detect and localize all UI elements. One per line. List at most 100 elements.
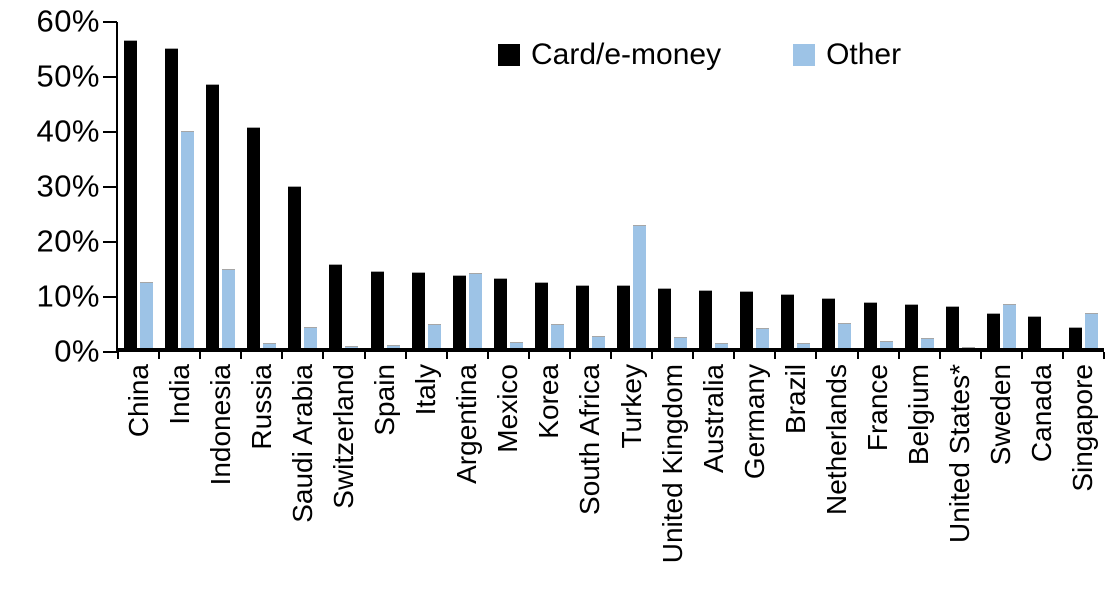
x-axis-tick: [568, 352, 571, 359]
bar-other: [222, 269, 236, 351]
bar-other: [181, 131, 195, 351]
legend-item-card-e-money: Card/e-money: [498, 40, 721, 70]
x-axis-tick: [1061, 352, 1064, 359]
legend-swatch-card-e-money: [498, 44, 520, 66]
bar-card-e-money: [206, 84, 220, 351]
y-axis-tick-label: 10%: [36, 278, 100, 314]
x-axis-tick: [815, 352, 818, 359]
x-axis-label: United States*: [944, 364, 976, 543]
bar-card-e-money: [1027, 316, 1041, 351]
bar-other: [550, 323, 564, 351]
bar-card-e-money: [493, 277, 507, 351]
bar-other: [633, 225, 647, 351]
x-axis-label: Canada: [1026, 364, 1058, 463]
bar-card-e-money: [617, 285, 631, 351]
x-axis-label: Spain: [369, 364, 401, 436]
x-axis-label: Russia: [245, 364, 277, 450]
legend: Card/e-money Other: [498, 40, 901, 70]
y-axis-tick-label: 30%: [36, 168, 100, 204]
x-axis-tick: [692, 352, 695, 359]
x-axis-tick: [856, 352, 859, 359]
x-axis-line: [116, 348, 1104, 352]
bar-card-e-money: [534, 282, 548, 351]
y-axis-tick: [103, 296, 117, 298]
bar-other: [386, 344, 400, 351]
x-axis-tick: [938, 352, 941, 359]
bar-other: [140, 281, 154, 351]
x-axis-label: France: [862, 364, 894, 452]
bar-card-e-money: [740, 291, 754, 351]
y-axis-tick: [103, 21, 117, 23]
x-axis-label: Australia: [697, 364, 729, 473]
x-axis-label: United Kingdom: [656, 364, 688, 564]
legend-label-other: Other: [826, 38, 902, 71]
x-axis-label: Italy: [410, 364, 442, 416]
x-axis-tick: [486, 352, 489, 359]
x-axis-label: Korea: [533, 364, 565, 439]
x-axis-label: Germany: [738, 364, 770, 480]
x-axis-label: India: [163, 364, 195, 425]
bar-other: [427, 323, 441, 351]
x-axis-tick: [1020, 352, 1023, 359]
y-axis-tick: [103, 186, 117, 188]
x-axis-label: Argentina: [451, 364, 483, 484]
bar-card-e-money: [452, 275, 466, 351]
bar-card-e-money: [411, 271, 425, 351]
x-axis-tick: [199, 352, 202, 359]
bar-card-e-money: [370, 270, 384, 351]
y-axis-tick: [103, 76, 117, 78]
bar-other: [509, 342, 523, 351]
x-axis-tick: [774, 352, 777, 359]
bar-card-e-money: [1068, 327, 1082, 351]
bar-card-e-money: [781, 294, 795, 351]
x-axis-tick: [363, 352, 366, 359]
x-axis-tick: [404, 352, 407, 359]
bar-card-e-money: [699, 290, 713, 351]
x-axis-tick: [651, 352, 654, 359]
legend-label-card-e-money: Card/e-money: [531, 38, 722, 71]
x-axis-tick: [117, 352, 119, 359]
x-axis-label: Mexico: [492, 364, 524, 453]
bar-other: [304, 326, 318, 351]
bar-card-e-money: [124, 40, 138, 351]
x-axis-tick: [897, 352, 900, 359]
y-axis-tick-label: 60%: [36, 3, 100, 39]
x-axis-tick: [733, 352, 736, 359]
bar-other: [674, 336, 688, 351]
x-axis-tick: [610, 352, 612, 359]
y-axis-tick-label: 20%: [36, 223, 100, 259]
bar-card-e-money: [945, 306, 959, 351]
x-axis-label: Saudi Arabia: [286, 364, 318, 523]
bar-other: [879, 341, 893, 351]
bar-card-e-money: [329, 263, 343, 351]
x-axis-tick: [1103, 352, 1105, 359]
y-axis-tick: [103, 351, 117, 353]
x-axis-label: Indonesia: [204, 364, 236, 486]
bar-card-e-money: [986, 313, 1000, 351]
bar-other: [756, 328, 770, 351]
y-axis-line: [116, 22, 118, 352]
bar-other: [797, 342, 811, 351]
bar-other: [468, 273, 482, 351]
y-axis-tick: [103, 131, 117, 133]
legend-item-other: Other: [793, 40, 901, 70]
x-axis-label: Belgium: [903, 364, 935, 466]
x-axis-label: Turkey: [615, 364, 647, 449]
bar-card-e-money: [904, 303, 918, 351]
x-axis-tick: [527, 352, 530, 359]
bar-card-e-money: [165, 47, 179, 351]
bar-card-e-money: [247, 126, 261, 351]
x-axis-label: Singapore: [1067, 364, 1099, 492]
x-axis-tick: [240, 352, 243, 359]
x-axis-label: Brazil: [779, 364, 811, 435]
bar-other: [1002, 304, 1016, 351]
bar-other: [1084, 312, 1098, 351]
x-axis-tick: [281, 352, 284, 359]
x-axis-tick: [322, 352, 325, 359]
x-axis-tick: [445, 352, 448, 359]
bar-card-e-money: [288, 185, 302, 351]
bar-other: [838, 323, 852, 351]
x-axis-tick: [979, 352, 982, 359]
y-axis-tick-label: 0%: [54, 333, 100, 369]
